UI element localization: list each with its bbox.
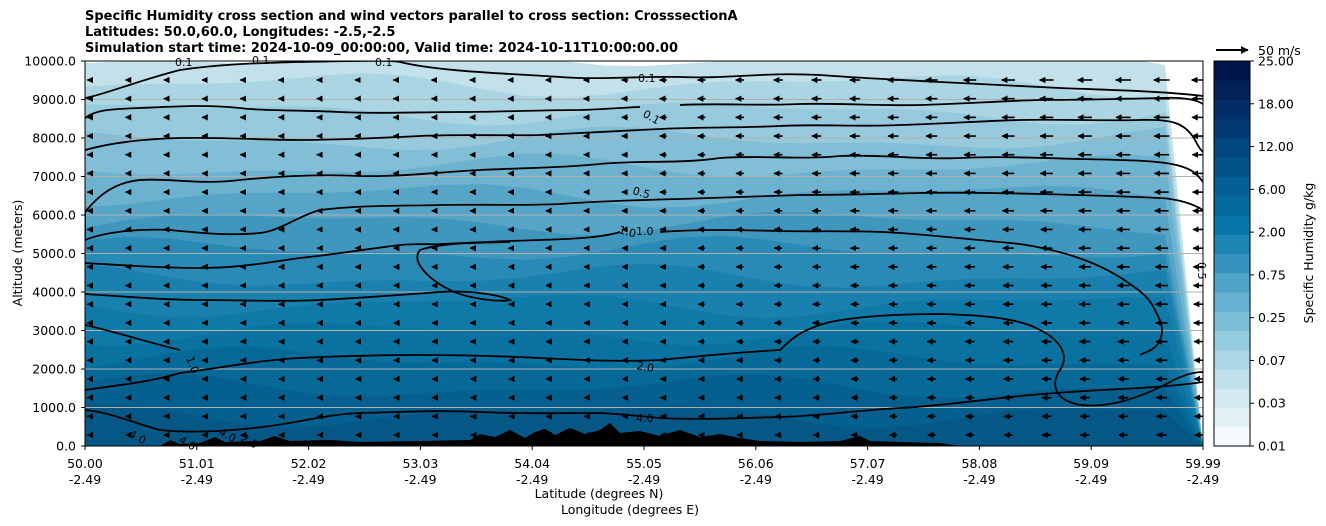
x-tick-label-longitude: -2.49 <box>1075 472 1107 487</box>
x-tick-label-longitude: -2.49 <box>740 472 772 487</box>
colorbar-tick-label: 0.01 <box>1258 439 1286 454</box>
colorbar-label: Specific Humidity g/kg <box>1301 183 1316 324</box>
colorbar-segment <box>1214 272 1250 293</box>
y-tick-label: 1000.0 <box>32 400 76 415</box>
contour-label: 1.0 <box>183 355 201 376</box>
y-tick-label: 8000.0 <box>32 131 76 146</box>
y-axis-label: Altitude (meters) <box>10 200 25 307</box>
x-tick-label-longitude: -2.49 <box>851 472 883 487</box>
colorbar-segment <box>1214 61 1250 81</box>
colorbar-segment <box>1214 426 1250 447</box>
humidity-band <box>85 403 1203 446</box>
colorbar-tick-label: 0.03 <box>1258 396 1286 411</box>
x-tick-label-longitude: -2.49 <box>69 472 101 487</box>
colorbar-tick-label: 6.00 <box>1258 182 1286 197</box>
colorbar-segment <box>1214 407 1250 428</box>
colorbar-segment <box>1214 349 1250 370</box>
contour-line <box>85 313 1203 407</box>
colorbar-segment <box>1214 118 1250 139</box>
y-tick-label: 2000.0 <box>32 362 76 377</box>
y-tick-label: 7000.0 <box>32 169 76 184</box>
colorbar-segment <box>1214 388 1250 408</box>
colorbar-segment <box>1214 99 1250 120</box>
x-axis: 50.00-2.4951.01-2.4952.02-2.4953.03-2.49… <box>67 446 1221 487</box>
colorbar <box>1214 61 1250 447</box>
y-tick-label: 0.0 <box>56 439 76 454</box>
x-tick-label-longitude: -2.49 <box>404 472 436 487</box>
x-tick-label-longitude: -2.49 <box>963 472 995 487</box>
contour-line <box>85 241 513 302</box>
x-tick-label-latitude: 58.08 <box>962 456 998 471</box>
terrain-silhouette <box>85 423 960 446</box>
contour-line <box>85 229 1163 356</box>
y-tick-label: 4000.0 <box>32 285 76 300</box>
colorbar-tick-label: 0.75 <box>1258 267 1286 282</box>
x-tick-label-latitude: 59.99 <box>1185 456 1221 471</box>
contour-label: 1.0 <box>636 225 654 238</box>
colorbar-segment <box>1214 311 1250 331</box>
x-tick-label-longitude: -2.49 <box>181 472 213 487</box>
wind-vector-layer <box>86 76 1203 439</box>
contour-line <box>85 154 1203 238</box>
x-tick-label-latitude: 52.02 <box>291 456 327 471</box>
colorbar-segment <box>1214 195 1250 216</box>
colorbar-segment <box>1214 292 1250 312</box>
colorbar-tick-label: 18.00 <box>1258 96 1294 111</box>
x-tick-label-latitude: 55.05 <box>626 456 662 471</box>
contour-layer <box>85 61 1203 433</box>
x-tick-label-latitude: 51.01 <box>179 456 215 471</box>
colorbar-segment <box>1214 138 1250 158</box>
contour-line <box>85 118 1203 153</box>
x-axis-label-latitude: Latitude (degrees N) <box>535 486 664 501</box>
x-tick-label-longitude: -2.49 <box>516 472 548 487</box>
chart-title-line-3: Simulation start time: 2024-10-09_00:00:… <box>85 41 678 56</box>
x-tick-label-latitude: 53.03 <box>403 456 439 471</box>
chart-title-line-1: Specific Humidity cross section and wind… <box>85 9 738 24</box>
x-tick-label-latitude: 59.09 <box>1073 456 1109 471</box>
contour-label: 0.1 <box>375 56 393 69</box>
contour-label: 0.5 <box>1195 262 1208 280</box>
colorbar-segment <box>1214 157 1250 177</box>
colorbar-tick-label: 2.00 <box>1258 225 1286 240</box>
y-tick-label: 10000.0 <box>24 54 76 69</box>
humidity-fill-layer <box>85 61 1203 446</box>
contour-label: 0.5 <box>631 184 651 201</box>
chart-title-line-2: Latitudes: 50.0,60.0, Longitudes: -2.5,-… <box>85 25 396 40</box>
contour-line <box>85 381 1203 433</box>
colorbar-segment <box>1214 330 1250 351</box>
contour-label: 0.1 <box>175 56 193 69</box>
x-tick-label-longitude: -2.49 <box>292 472 324 487</box>
colorbar-segment <box>1214 369 1250 389</box>
x-tick-label-longitude: -2.49 <box>1187 472 1219 487</box>
x-axis-label-longitude: Longitude (degrees E) <box>561 502 699 517</box>
quiver-key-label: 50 m/s <box>1258 43 1301 58</box>
colorbar-tick-label: 12.00 <box>1258 139 1294 154</box>
y-tick-label: 5000.0 <box>32 246 76 261</box>
x-tick-label-longitude: -2.49 <box>628 472 660 487</box>
y-axis: 0.0 1000.0 2000.0 3000.0 4000.0 5000.0 6000.0 7… <box>24 54 85 454</box>
contour-label: 2.0 <box>635 359 654 375</box>
colorbar-tick-label: 0.25 <box>1258 310 1286 325</box>
colorbar-tick-label: 0.07 <box>1258 353 1286 368</box>
x-tick-label-latitude: 56.06 <box>738 456 774 471</box>
colorbar-segment <box>1214 215 1250 235</box>
y-tick-label: 3000.0 <box>32 323 76 338</box>
colorbar-ticks: 0.01 0.03 0.07 0.25 0.75 2.00 6.00 12.00 18.00 25… <box>1250 54 1294 454</box>
x-tick-label-latitude: 57.07 <box>850 456 886 471</box>
colorbar-segment <box>1214 253 1250 274</box>
y-tick-label: 9000.0 <box>32 92 76 107</box>
colorbar-segment <box>1214 80 1250 100</box>
contour-label: 4.0 <box>636 412 654 425</box>
colorbar-tick-label: 25.00 <box>1258 54 1294 69</box>
x-tick-label-latitude: 50.00 <box>67 456 103 471</box>
colorbar-frame <box>1213 60 1251 447</box>
colorbar-segment <box>1214 176 1250 197</box>
contour-label: 0.1 <box>638 72 656 85</box>
x-tick-label-latitude: 54.04 <box>514 456 550 471</box>
y-tick-label: 6000.0 <box>32 208 76 223</box>
colorbar-segment <box>1214 234 1250 254</box>
